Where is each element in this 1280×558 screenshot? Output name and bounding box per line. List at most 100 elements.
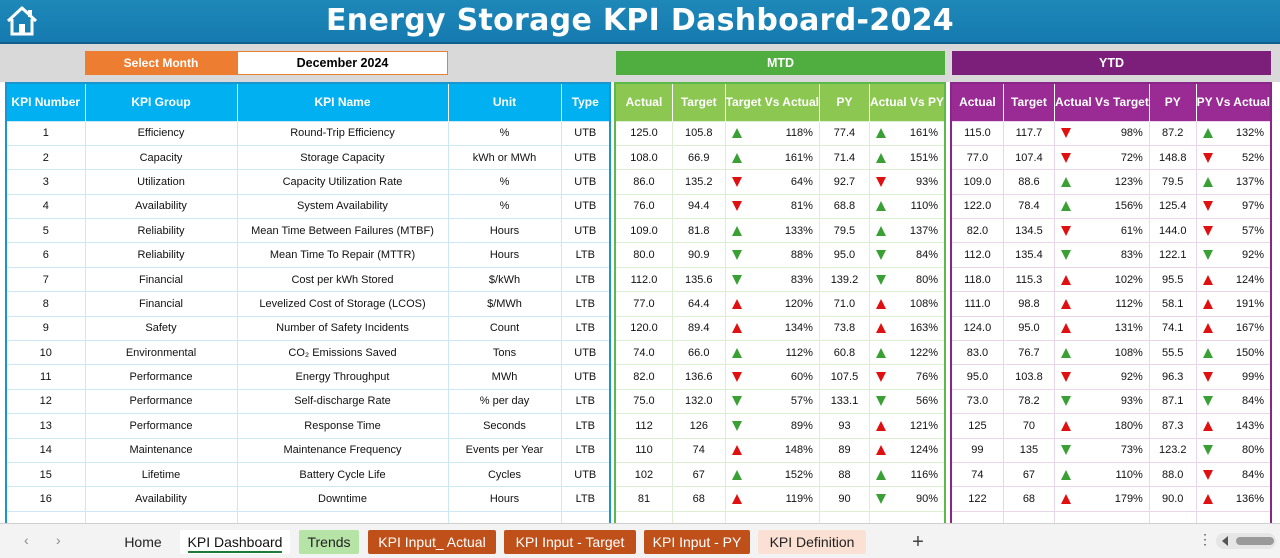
horizontal-scrollbar[interactable] bbox=[1216, 533, 1276, 549]
table-row: 95.0 103.8 92% 96.3 99% bbox=[950, 364, 1272, 390]
tab-kpi-dashboard[interactable]: KPI Dashboard bbox=[180, 530, 290, 554]
percent-value: 124% bbox=[909, 444, 938, 457]
title-bar: Energy Storage KPI Dashboard-2024 bbox=[0, 0, 1280, 44]
table-row: 75.0 132.0 57% 133.1 56% bbox=[614, 388, 946, 415]
kpi-type-cell: LTB bbox=[560, 413, 611, 439]
select-month-dropdown[interactable]: December 2024 bbox=[237, 51, 448, 75]
kpi-type-cell: LTB bbox=[560, 437, 611, 463]
column-header: KPI Group bbox=[85, 83, 238, 121]
percent-cell: 108% bbox=[868, 291, 946, 317]
tab-kpi-definition[interactable]: KPI Definition bbox=[758, 530, 866, 554]
triangle-up-icon bbox=[1202, 494, 1213, 505]
table-row: 82.0 134.5 61% 144.0 57% bbox=[950, 218, 1272, 244]
ytd-actual-cell: 73.0 bbox=[950, 388, 1004, 415]
kpi-group-cell: Efficiency bbox=[84, 120, 238, 146]
tab-home[interactable]: Home bbox=[124, 534, 162, 550]
tab-kpi-input-py[interactable]: KPI Input - PY bbox=[644, 530, 750, 554]
mtd-section-header: MTD bbox=[616, 51, 945, 75]
triangle-up-icon bbox=[875, 152, 886, 163]
chevron-left-icon[interactable]: ‹ bbox=[24, 532, 29, 548]
triangle-down-icon bbox=[1061, 225, 1072, 236]
ytd-target-cell: 103.8 bbox=[1002, 364, 1056, 390]
table-row: 9 Safety Number of Safety Incidents Count LT… bbox=[5, 315, 611, 342]
triangle-down-icon bbox=[731, 372, 742, 383]
mtd-target-cell: 66.0 bbox=[671, 340, 726, 366]
percent-value: 92% bbox=[1120, 371, 1143, 384]
percent-cell: 73% bbox=[1054, 437, 1150, 463]
add-sheet-button[interactable]: + bbox=[912, 530, 924, 553]
percent-cell: 110% bbox=[868, 193, 946, 220]
home-icon[interactable] bbox=[4, 3, 40, 39]
triangle-up-icon bbox=[1202, 323, 1213, 334]
mtd-py-cell: 60.8 bbox=[818, 340, 870, 366]
mtd-target-cell: 74 bbox=[671, 437, 726, 463]
mtd-py-cell: 95.0 bbox=[818, 242, 870, 268]
kpi-num-cell: 15 bbox=[5, 461, 86, 488]
ytd-py-cell: 74.1 bbox=[1148, 315, 1197, 342]
tab-trends[interactable]: Trends bbox=[299, 530, 359, 554]
ytd-target-cell: 98.8 bbox=[1002, 291, 1056, 317]
triangle-up-icon bbox=[731, 347, 742, 358]
chevron-right-icon[interactable]: › bbox=[56, 532, 61, 548]
column-header: KPI Number bbox=[6, 83, 86, 121]
mtd-actual-cell: 86.0 bbox=[614, 169, 673, 195]
tab-kpi-input-actual[interactable]: KPI Input_ Actual bbox=[368, 530, 496, 554]
kpi-type-cell: UTB bbox=[560, 169, 611, 195]
table-row: 12 Performance Self-discharge Rate% per da… bbox=[5, 388, 611, 415]
select-month-label: Select Month bbox=[85, 51, 237, 75]
scrollbar-thumb[interactable] bbox=[1236, 537, 1274, 545]
percent-cell: 152% bbox=[724, 461, 820, 488]
triangle-down-icon bbox=[1202, 445, 1213, 456]
percent-cell: 64% bbox=[724, 169, 820, 195]
kpi-num-cell: 5 bbox=[5, 218, 86, 244]
percent-cell: 90% bbox=[868, 486, 946, 512]
ytd-actual-cell: 83.0 bbox=[950, 340, 1004, 366]
ytd-py-cell: 122.1 bbox=[1148, 242, 1197, 268]
table-row: 5 Reliability Mean Time Between Failures (… bbox=[5, 218, 611, 244]
ytd-py-cell: 96.3 bbox=[1148, 364, 1197, 390]
triangle-down-icon bbox=[875, 176, 886, 187]
kpi-type-cell: LTB bbox=[560, 291, 611, 317]
percent-value: 137% bbox=[1235, 175, 1264, 188]
percent-value: 120% bbox=[784, 297, 813, 310]
table-row: 81 68 119% 90 90% bbox=[614, 486, 946, 512]
kpi-unit-cell: Hours bbox=[447, 486, 562, 512]
triangle-up-icon bbox=[1202, 420, 1213, 431]
percent-cell: 180% bbox=[1054, 413, 1150, 439]
percent-value: 84% bbox=[1241, 395, 1264, 408]
more-options-icon[interactable]: ⋮ bbox=[1198, 531, 1212, 547]
percent-value: 137% bbox=[909, 224, 938, 237]
scroll-left-icon[interactable] bbox=[1222, 536, 1228, 546]
kpi-unit-cell: Seconds bbox=[447, 413, 562, 439]
table-row: 15 Lifetime Battery Cycle Life Cycles UTB bbox=[5, 461, 611, 488]
mtd-target-cell: 132.0 bbox=[671, 388, 726, 415]
mtd-target-cell: 126 bbox=[671, 413, 726, 439]
triangle-up-icon bbox=[1061, 274, 1072, 285]
triangle-down-icon bbox=[731, 274, 742, 285]
kpi-unit-cell: Tons bbox=[447, 340, 562, 366]
percent-value: 152% bbox=[784, 468, 813, 481]
kpi-name-cell: Response Time bbox=[236, 413, 449, 439]
table-row: 112 126 89% 93 121% bbox=[614, 413, 946, 439]
triangle-down-icon bbox=[1061, 372, 1072, 383]
table-row: 112.0 135.6 83% 139.2 80% bbox=[614, 266, 946, 293]
percent-value: 112% bbox=[1115, 297, 1143, 310]
mtd-py-cell: 92.7 bbox=[818, 169, 870, 195]
percent-cell: 123% bbox=[1054, 169, 1150, 195]
column-header: Actual Vs PY bbox=[869, 83, 946, 121]
triangle-up-icon bbox=[1061, 323, 1072, 334]
percent-value: 118% bbox=[785, 127, 813, 140]
triangle-up-icon bbox=[1061, 176, 1072, 187]
tab-kpi-input-target[interactable]: KPI Input - Target bbox=[504, 530, 636, 554]
table-row: 16 Availability Downtime Hours LTB bbox=[5, 486, 611, 512]
percent-value: 83% bbox=[790, 273, 813, 286]
ytd-target-cell: 70 bbox=[1002, 413, 1056, 439]
triangle-down-icon bbox=[1202, 372, 1213, 383]
kpi-group-cell: Financial bbox=[84, 266, 238, 293]
table-row: 76.0 94.4 81% 68.8 110% bbox=[614, 193, 946, 220]
mtd-actual-cell: 80.0 bbox=[614, 242, 673, 268]
table-row: 1 Efficiency Round-Trip Efficiency% UTB bbox=[5, 120, 611, 146]
triangle-up-icon bbox=[1202, 128, 1213, 139]
kpi-num-cell: 8 bbox=[5, 291, 86, 317]
percent-cell: 121% bbox=[868, 413, 946, 439]
